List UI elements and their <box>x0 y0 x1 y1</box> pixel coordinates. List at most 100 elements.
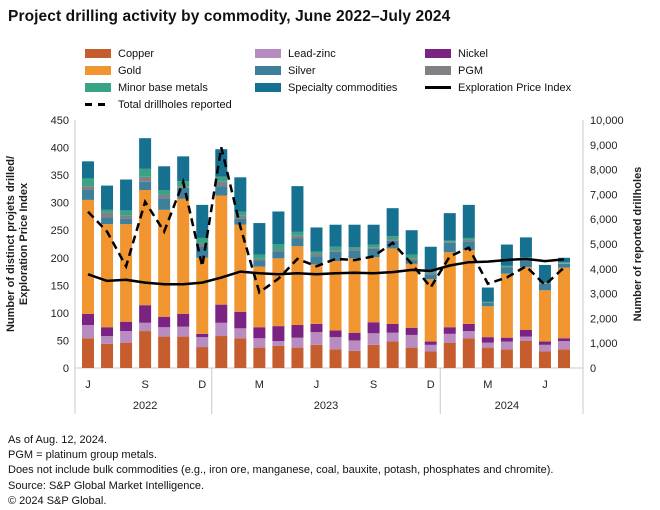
bar-segment-copper <box>462 338 475 368</box>
bar-segment-silver <box>538 283 551 291</box>
bar-segment-pgm <box>291 235 304 239</box>
bar-segment-silver <box>253 260 266 267</box>
bar-segment-copper <box>253 347 266 368</box>
bar-segment-gold <box>139 189 152 306</box>
bar-segment-specialty-commodities <box>367 224 380 245</box>
bar-segment-gold <box>424 279 437 342</box>
bar-segment-gold <box>462 250 475 324</box>
bar-segment-nickel <box>519 329 532 337</box>
footnote-exclusions: Does not include bulk commodities (e.g.,… <box>8 464 554 477</box>
bar-segment-copper <box>272 345 285 368</box>
bar-segment-nickel <box>310 323 323 333</box>
bar-segment-lead-zinc <box>538 344 551 352</box>
left-axis-title-line2: Exploration Price Index <box>18 182 30 305</box>
legend-label: Gold <box>118 64 142 77</box>
bar-segment-silver <box>234 218 247 225</box>
bar-segment-gold <box>158 209 171 317</box>
right-axis-tick: 6,000 <box>590 214 618 226</box>
bar-segment-nickel <box>386 323 399 333</box>
bar-segment-lead-zinc <box>272 340 285 346</box>
bar-segment-copper <box>367 344 380 368</box>
bar-segment-gold <box>500 273 513 338</box>
nickel-swatch <box>425 49 451 58</box>
bar-segment-lead-zinc <box>348 340 361 351</box>
bar-segment-minor-base-metals <box>158 189 171 195</box>
bar-segment-gold <box>443 252 456 328</box>
bar-segment-gold <box>405 263 418 328</box>
bar-segment-minor-base-metals <box>443 240 456 242</box>
legend-row: Gold Silver PGM <box>85 62 595 79</box>
bar-segment-pgm <box>253 258 266 261</box>
x-axis-month-tick: J <box>314 379 320 391</box>
bar-segment-gold <box>291 246 304 326</box>
bar-segment-minor-base-metals <box>253 254 266 259</box>
bar-segment-lead-zinc <box>519 336 532 341</box>
x-axis-year-label: 2023 <box>314 400 338 412</box>
bar-segment-nickel <box>177 313 190 327</box>
bar-segment-specialty-commodities <box>291 186 304 232</box>
bar-segment-copper <box>500 349 513 368</box>
bar-segment-specialty-commodities <box>272 211 285 244</box>
bar-segment-nickel <box>424 341 437 345</box>
bar-segment-gold <box>272 258 285 327</box>
bar-segment-nickel <box>538 341 551 345</box>
bar-segment-nickel <box>348 332 361 341</box>
bar-segment-copper <box>120 342 133 368</box>
bar-segment-lead-zinc <box>500 341 513 350</box>
bar-segment-minor-base-metals <box>329 246 342 251</box>
bar-segment-minor-base-metals <box>367 244 380 248</box>
bar-segment-nickel <box>120 321 133 332</box>
left-axis-title-line1: Number of distinct projets drilled/ <box>5 156 17 332</box>
bar-segment-pgm <box>234 215 247 219</box>
bar-segment-lead-zinc <box>158 327 171 337</box>
bar-segment-specialty-commodities <box>234 177 247 212</box>
dashed-line-sample <box>85 103 111 106</box>
bar-segment-gold <box>538 290 551 342</box>
bar-segment-copper <box>348 350 361 368</box>
legend-label: PGM <box>458 64 484 77</box>
bar-segment-specialty-commodities <box>310 227 323 252</box>
bar-segment-silver <box>139 181 152 190</box>
bar-segment-specialty-commodities <box>443 213 456 241</box>
bar-segment-silver <box>462 241 475 251</box>
bar-segment-pgm <box>348 248 361 251</box>
bar-segment-nickel <box>443 327 456 334</box>
bar-segment-nickel <box>253 327 266 339</box>
stacked-bars <box>82 138 570 368</box>
bar-segment-gold <box>329 261 342 331</box>
legend-label: Silver <box>288 64 316 77</box>
bar-segment-nickel <box>82 313 94 326</box>
bar-segment-lead-zinc <box>139 322 152 332</box>
bar-segment-pgm <box>272 249 285 252</box>
solid-line-sample <box>425 86 451 89</box>
bar-segment-specialty-commodities <box>177 156 190 182</box>
bar-segment-gold <box>558 267 570 339</box>
bar-segment-silver <box>272 251 285 259</box>
right-axis-tick: 0 <box>590 363 596 375</box>
bar-segment-silver <box>329 251 342 262</box>
bar-segment-specialty-commodities <box>481 287 494 302</box>
bar-segment-copper <box>519 340 532 368</box>
bar-segment-copper <box>558 349 570 368</box>
legend-label: Exploration Price Index <box>458 81 572 94</box>
bar-segment-lead-zinc <box>253 338 266 348</box>
bar-segment-copper <box>405 347 418 368</box>
bar-segment-gold <box>177 198 190 314</box>
legend-item-nickel: Nickel <box>425 48 595 60</box>
left-axis-tick: 450 <box>51 115 69 127</box>
left-axis-tick: 250 <box>51 225 69 237</box>
x-axis-month-tick: D <box>427 379 435 391</box>
bar-segment-pgm <box>481 302 494 303</box>
bar-segment-gold <box>519 267 532 330</box>
overlay-lines <box>87 147 565 295</box>
bar-segment-lead-zinc <box>234 328 247 339</box>
bar-segment-nickel <box>481 337 494 343</box>
bar-segment-nickel <box>272 326 285 341</box>
bar-segment-lead-zinc <box>386 332 399 342</box>
bar-segment-nickel <box>291 325 304 338</box>
bar-segment-copper <box>443 342 456 368</box>
bar-segment-silver <box>367 248 380 258</box>
bar-segment-copper <box>234 338 247 368</box>
bar-segment-silver <box>519 258 532 268</box>
